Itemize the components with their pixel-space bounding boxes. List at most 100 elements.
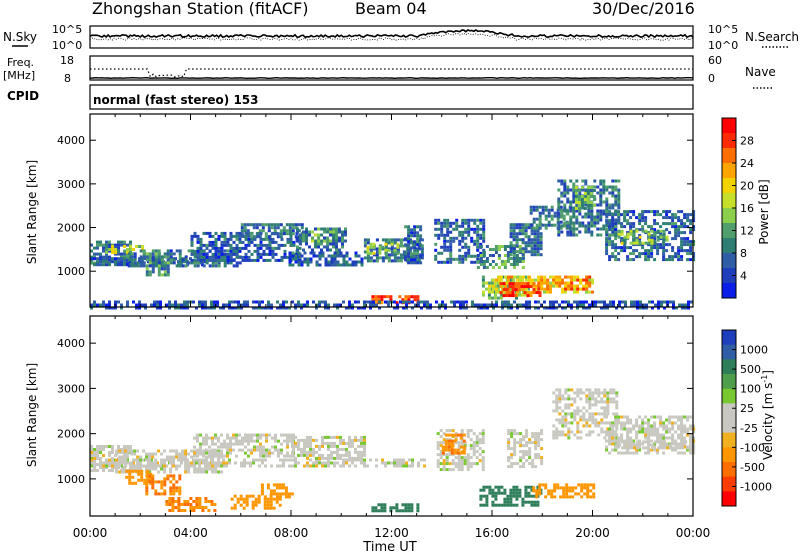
data-cell-26: [327, 306, 330, 310]
data-cell-4: [166, 273, 170, 277]
data-cell-20: [533, 229, 537, 233]
data-cell-2: [157, 449, 161, 453]
data-cell-22: [614, 194, 618, 198]
data-cell-0: [96, 451, 99, 454]
data-cell-2: [96, 257, 99, 261]
data-cell-16: [564, 421, 568, 425]
data-cell-17: [659, 439, 663, 443]
data-cell-26: [606, 306, 609, 310]
data-cell-22: [557, 233, 561, 237]
data-cell-20: [512, 235, 516, 239]
data-cell-14: [476, 227, 480, 231]
data-cell-25: [662, 238, 666, 242]
data-cell-6: [205, 433, 208, 437]
data-cell-14: [571, 495, 575, 499]
data-cell-14: [586, 492, 590, 496]
data-cell-26: [564, 306, 567, 310]
data-cell-9: [326, 236, 330, 240]
data-cell-11: [475, 456, 479, 460]
data-cell-19: [567, 287, 571, 291]
data-cell-17: [635, 436, 639, 440]
data-cell-26: [462, 300, 465, 304]
data-cell-16: [524, 275, 527, 279]
data-cell-15: [540, 459, 544, 463]
data-cell-9: [332, 227, 336, 231]
data-cell-0: [123, 249, 126, 253]
data-cell-17: [653, 421, 657, 425]
data-cell-14: [589, 489, 593, 493]
data-cell-5: [226, 255, 230, 259]
velocity-colorbar-label-text: Velocity [m s: [761, 383, 775, 460]
data-cell-25: [620, 232, 624, 236]
data-cell-3: [178, 258, 182, 262]
colorbar-tick-label-5: 8: [740, 247, 747, 260]
data-cell-12: [447, 439, 451, 443]
data-cell-5: [229, 246, 233, 250]
data-cell-26: [663, 306, 666, 310]
data-cell-5: [271, 240, 275, 244]
data-cell-26: [573, 300, 576, 304]
colorbar-tick-label-0: 28: [740, 135, 754, 148]
data-cell-2: [190, 455, 194, 459]
data-cell-0: [99, 448, 102, 451]
data-cell-24: [677, 252, 681, 256]
data-cell-6: [262, 454, 265, 458]
data-cell-12: [416, 225, 420, 229]
data-cell-24: [677, 219, 681, 223]
data-cell-2: [184, 464, 188, 468]
data-cell-25: [623, 241, 627, 245]
data-cell-16: [484, 287, 488, 291]
data-cell-22: [563, 182, 567, 186]
data-cell-14: [562, 489, 566, 493]
data-cell-23: [592, 204, 596, 207]
data-cell-15: [479, 257, 483, 260]
data-cell-20: [533, 247, 537, 251]
data-cell-16: [570, 388, 574, 392]
data-cell-22: [584, 203, 588, 207]
data-cell-1: [207, 461, 210, 465]
data-cell-8: [329, 233, 332, 237]
data-cell-10: [377, 509, 381, 513]
data-cell-26: [483, 306, 486, 310]
data-cell-19: [567, 281, 571, 285]
data-cell-5: [268, 249, 272, 253]
data-cell-12: [410, 261, 414, 265]
data-cell-6: [291, 232, 295, 236]
data-cell-17: [561, 278, 564, 282]
data-cell-20: [536, 247, 540, 251]
data-cell-17: [677, 451, 681, 455]
data-cell-16: [600, 400, 604, 404]
data-cell-22: [566, 209, 570, 213]
data-cell-15: [519, 441, 523, 445]
data-cell-17: [686, 415, 690, 419]
data-cell-26: [456, 300, 459, 304]
data-cell-17: [671, 433, 675, 437]
data-cell-26: [180, 306, 183, 310]
data-cell-26: [651, 306, 654, 310]
data-cell-16: [552, 436, 556, 440]
data-cell-2: [115, 464, 119, 468]
data-cell-21: [562, 217, 566, 221]
data-cell-26: [621, 306, 624, 310]
data-cell-6: [259, 442, 262, 446]
data-cell-5: [217, 249, 221, 253]
data-cell-5: [256, 258, 260, 262]
data-cell-9: [333, 450, 336, 454]
data-cell-2: [133, 464, 137, 468]
data-cell-6: [199, 448, 202, 452]
data-cell-8: [281, 492, 285, 496]
data-cell-26: [234, 306, 237, 310]
data-cell-2: [201, 263, 204, 267]
data-cell-16: [555, 406, 559, 410]
data-cell-17: [638, 448, 642, 452]
data-cell-8: [305, 239, 308, 243]
data-cell-23: [589, 189, 593, 192]
data-cell-14: [538, 483, 542, 487]
data-cell-26: [423, 300, 426, 304]
data-cell-14: [553, 489, 557, 493]
data-cell-17: [576, 284, 579, 288]
data-cell-10: [417, 247, 421, 251]
data-cell-22: [566, 224, 570, 228]
data-cell-2: [187, 452, 191, 456]
data-cell-6: [235, 433, 238, 437]
